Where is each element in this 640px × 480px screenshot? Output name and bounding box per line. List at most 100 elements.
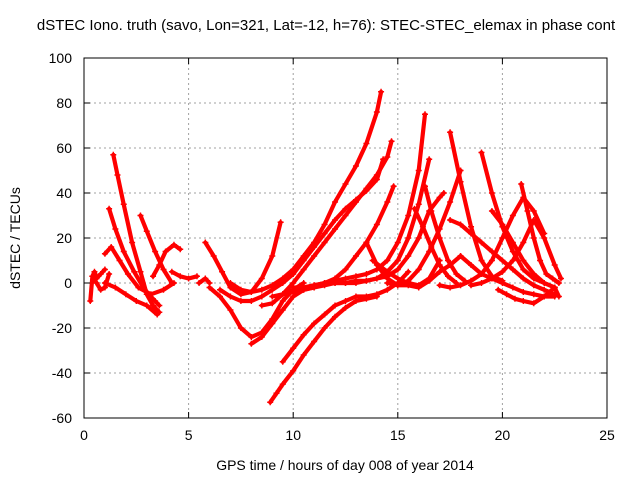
data-point (202, 275, 209, 282)
data-point (426, 277, 433, 284)
data-point (468, 223, 475, 230)
data-point (488, 248, 495, 255)
data-point (555, 280, 562, 286)
series-line (364, 168, 463, 288)
data-point (478, 149, 485, 156)
data-point (530, 217, 537, 223)
data-point (332, 313, 339, 320)
data-point (332, 199, 339, 205)
data-point (321, 325, 328, 331)
data-point (196, 280, 203, 286)
series-line (268, 294, 379, 405)
data-point (499, 235, 506, 241)
data-point (332, 280, 339, 286)
data-point (541, 235, 548, 241)
data-point (300, 284, 307, 291)
data-point (216, 286, 223, 293)
data-point (394, 275, 401, 282)
data-point (543, 271, 550, 277)
data-point (342, 266, 349, 273)
data-point (411, 205, 418, 212)
data-point (342, 181, 349, 187)
data-point (342, 280, 349, 286)
data-point (137, 268, 144, 275)
data-point (488, 208, 495, 214)
data-point (290, 345, 297, 352)
series-line (102, 244, 177, 297)
data-point (384, 154, 391, 160)
data-point (520, 266, 527, 273)
data-point (384, 286, 391, 293)
data-point (440, 190, 447, 196)
data-point (269, 286, 276, 293)
data-point (321, 230, 328, 237)
data-series-26 (421, 183, 468, 284)
data-point (394, 266, 401, 273)
data-point (91, 268, 98, 275)
data-point (541, 293, 548, 300)
data-point (488, 257, 495, 264)
data-point (509, 239, 516, 246)
data-point (131, 268, 138, 275)
x-tick-label: 5 (185, 427, 193, 443)
data-point (457, 221, 464, 228)
data-point (279, 280, 286, 286)
data-point (143, 302, 150, 309)
data-point (160, 286, 167, 293)
data-point (551, 262, 558, 268)
data-series (87, 88, 564, 406)
data-point (216, 293, 223, 300)
data-point (447, 284, 454, 291)
data-point (110, 151, 117, 158)
data-point (133, 298, 140, 304)
y-tick-label: -40 (52, 365, 72, 381)
data-point (541, 286, 548, 293)
axis-ticks: 0 5 10 15 20 25 -60 -40 -20 0 20 40 60 80 100 (49, 50, 615, 443)
data-point (156, 302, 163, 309)
data-point (478, 271, 485, 277)
data-point (112, 226, 119, 232)
y-tick-label: -60 (52, 410, 72, 426)
data-point (352, 163, 359, 169)
data-point (311, 244, 318, 250)
data-point (279, 358, 286, 365)
data-point (378, 88, 385, 95)
data-point (168, 268, 175, 275)
data-point (421, 183, 428, 190)
data-point (415, 284, 422, 291)
data-point (415, 235, 422, 241)
data-point (363, 185, 370, 192)
data-point (555, 293, 562, 300)
data-point (258, 293, 265, 300)
data-point (300, 352, 307, 358)
data-point (373, 172, 380, 178)
series-line (111, 152, 162, 315)
data-point (177, 273, 184, 280)
data-point (373, 291, 380, 298)
data-point (269, 320, 276, 327)
data-point (101, 266, 108, 273)
data-point (87, 298, 94, 304)
data-point (160, 266, 167, 273)
data-point (520, 298, 527, 304)
data-point (162, 248, 169, 255)
data-point (311, 282, 318, 289)
series-line (102, 280, 160, 317)
data-point (290, 284, 297, 291)
data-point (267, 399, 274, 406)
data-point (436, 262, 443, 268)
data-point (137, 212, 144, 219)
data-point (342, 304, 349, 311)
data-point (503, 291, 510, 298)
data-point (106, 271, 113, 277)
data-point (101, 250, 108, 257)
data-point (436, 268, 443, 275)
data-series-8 (150, 241, 184, 280)
data-point (509, 284, 516, 291)
data-point (384, 257, 391, 264)
data-series-7 (137, 212, 175, 286)
data-point (499, 221, 506, 228)
data-point (101, 280, 108, 286)
data-point (279, 298, 286, 304)
